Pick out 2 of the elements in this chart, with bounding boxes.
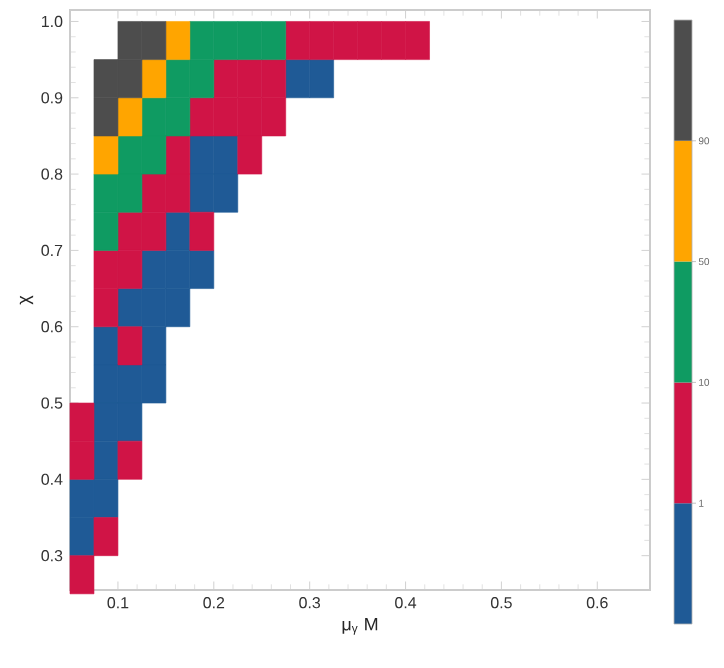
- y-axis-title: χ: [19, 295, 34, 305]
- x-axis-title: μ$_{γ}$ M: [342, 618, 378, 635]
